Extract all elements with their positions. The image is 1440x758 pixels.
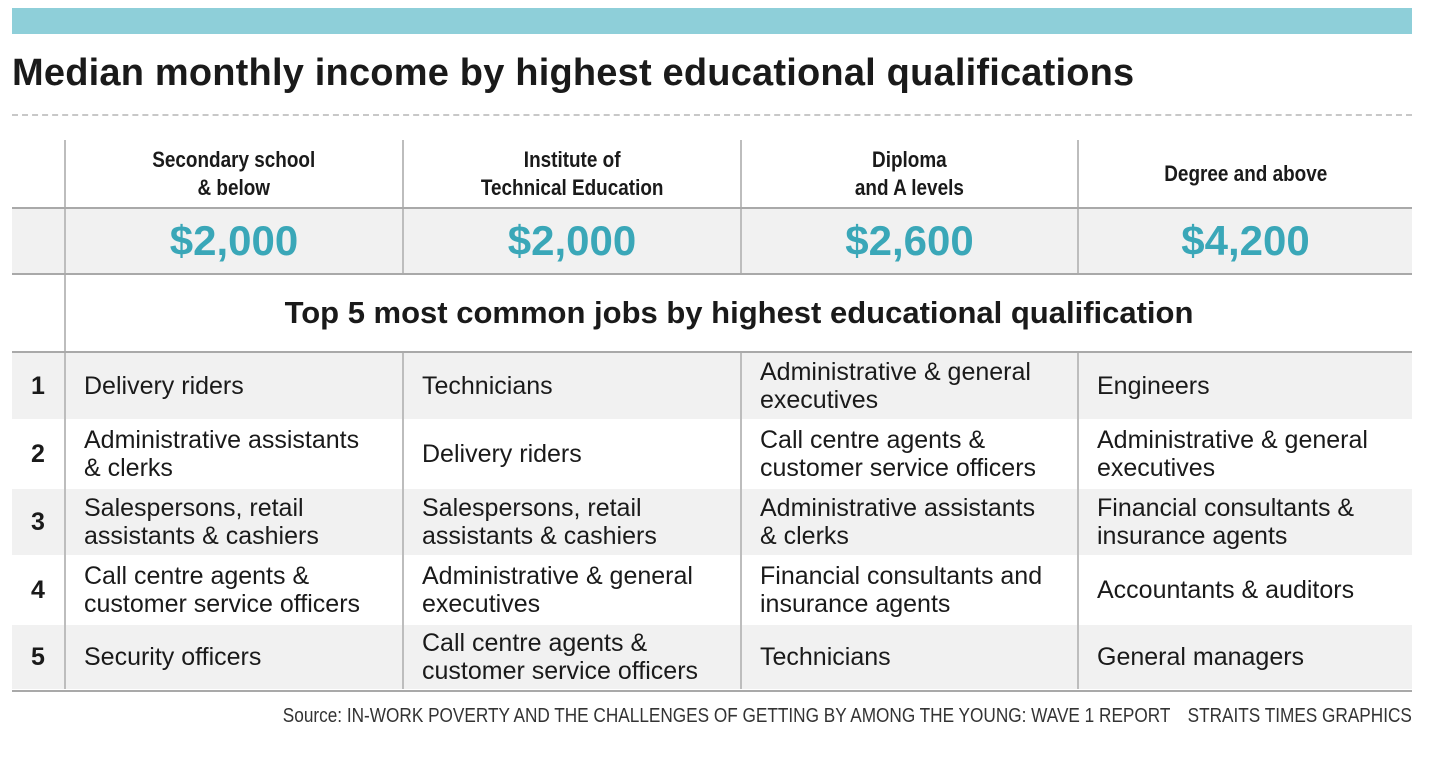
rank-number: 4: [31, 576, 45, 604]
job-cell: Security officers: [64, 625, 402, 689]
job-text: Call centre agents & customer service of…: [422, 629, 699, 685]
job-cell: Administrative assistants & clerks: [64, 419, 402, 489]
table-bottom-rule: [12, 690, 1412, 692]
job-cell: Technicians: [740, 625, 1077, 689]
column-header-text: Institute of Technical Education: [480, 146, 664, 200]
job-text: Technicians: [760, 643, 891, 671]
job-text: Administrative assistants & clerks: [760, 494, 1036, 550]
job-text: Technicians: [422, 372, 553, 400]
income-spacer: [12, 209, 64, 273]
income-value: $2,000: [402, 209, 740, 273]
income-value: $2,000: [64, 209, 402, 273]
job-text: General managers: [1097, 643, 1305, 671]
job-text: Administrative & general executives: [1097, 426, 1368, 482]
table-divider: [12, 351, 1412, 353]
title-divider: [12, 114, 1412, 116]
job-cell: Administrative & general executives: [402, 555, 740, 625]
job-text: Financial consultants & insurance agents: [1097, 494, 1355, 550]
table-divider: [12, 273, 1412, 275]
jobs-heading-spacer: [12, 275, 64, 351]
job-text: Delivery riders: [422, 440, 582, 468]
column-header-text: Secondary school & below: [152, 146, 316, 200]
job-text: Administrative & general executives: [760, 358, 1031, 414]
job-text: Salespersons, retail assistants & cashie…: [84, 494, 319, 550]
header-spacer: [16, 140, 61, 207]
column-header: Secondary school & below: [64, 140, 402, 207]
table-divider: [12, 207, 1412, 209]
column-header: Degree and above: [1077, 140, 1412, 207]
table-row: 3 Salespersons, retail assistants & cash…: [12, 489, 1412, 555]
column-header: Diploma and A levels: [740, 140, 1077, 207]
table-row: 2 Administrative assistants & clerks Del…: [12, 419, 1412, 489]
rank-number: 3: [31, 508, 45, 536]
rank-number: 5: [31, 643, 45, 671]
job-text: Administrative & general executives: [422, 562, 693, 618]
job-cell: Engineers: [1077, 353, 1412, 419]
rank-number: 1: [31, 372, 45, 400]
job-cell: Financial consultants & insurance agents: [1077, 489, 1412, 555]
job-text: Financial consultants and insurance agen…: [760, 562, 1043, 618]
column-header-text: Diploma and A levels: [854, 146, 965, 200]
table-row: 5 Security officers Call centre agents &…: [12, 625, 1412, 689]
job-cell: Delivery riders: [402, 419, 740, 489]
job-cell: Administrative & general executives: [1077, 419, 1412, 489]
table-row: 4 Call centre agents & customer service …: [12, 555, 1412, 625]
job-cell: Call centre agents & customer service of…: [740, 419, 1077, 489]
column-header-text: Degree and above: [1164, 160, 1327, 186]
job-cell: Accountants & auditors: [1077, 555, 1412, 625]
job-text: Accountants & auditors: [1097, 576, 1355, 604]
job-cell: Salespersons, retail assistants & cashie…: [64, 489, 402, 555]
jobs-heading: Top 5 most common jobs by highest educat…: [64, 275, 1412, 351]
job-text: Delivery riders: [84, 372, 244, 400]
job-text: Security officers: [84, 643, 262, 671]
job-text: Salespersons, retail assistants & cashie…: [422, 494, 657, 550]
column-header: Institute of Technical Education: [402, 140, 740, 207]
job-cell: Administrative assistants & clerks: [740, 489, 1077, 555]
credit-text: STRAITS TIMES GRAPHICS: [1187, 705, 1412, 727]
job-cell: Call centre agents & customer service of…: [402, 625, 740, 689]
table-row: 1 Delivery riders Technicians Administra…: [12, 353, 1412, 419]
rank-number: 2: [31, 440, 45, 468]
income-value: $2,600: [740, 209, 1077, 273]
job-text: Call centre agents & customer service of…: [84, 562, 361, 618]
job-cell: Salespersons, retail assistants & cashie…: [402, 489, 740, 555]
job-text: Engineers: [1097, 372, 1210, 400]
job-text: Call centre agents & customer service of…: [760, 426, 1037, 482]
source-line: Source: IN-WORK POVERTY AND THE CHALLENG…: [283, 705, 1412, 728]
jobs-heading-row: Top 5 most common jobs by highest educat…: [12, 275, 1412, 351]
job-cell: Call centre agents & customer service of…: [64, 555, 402, 625]
income-table: Secondary school & below Institute of Te…: [12, 140, 1412, 692]
income-value: $4,200: [1077, 209, 1412, 273]
job-cell: Technicians: [402, 353, 740, 419]
accent-bar: [12, 8, 1412, 34]
table-header-row: Secondary school & below Institute of Te…: [12, 140, 1412, 207]
job-cell: Delivery riders: [64, 353, 402, 419]
job-cell: General managers: [1077, 625, 1412, 689]
page-title: Median monthly income by highest educati…: [12, 52, 1135, 94]
income-row: $2,000 $2,000 $2,600 $4,200: [12, 209, 1412, 273]
job-text: Administrative assistants & clerks: [84, 426, 360, 482]
job-cell: Administrative & general executives: [740, 353, 1077, 419]
source-text: Source: IN-WORK POVERTY AND THE CHALLENG…: [282, 705, 1171, 727]
job-cell: Financial consultants and insurance agen…: [740, 555, 1077, 625]
